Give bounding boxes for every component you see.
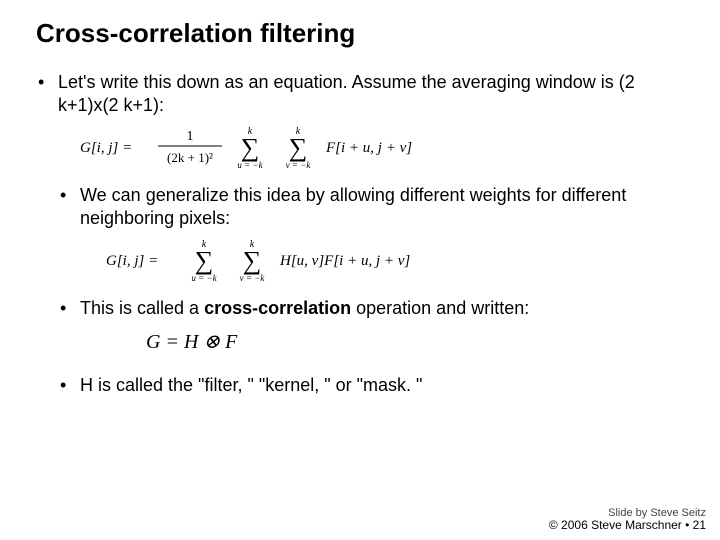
formula-2: G[i, j] = k ∑ u = −k k ∑ v = −k H[u, v]F… [36,237,684,283]
sigma-icon: ∑ [241,133,260,162]
f1-den: (2k + 1)² [167,150,213,165]
bullet-2: • We can generalize this idea by allowin… [58,184,684,231]
bullet-dot: • [36,71,58,118]
footer-credit: Slide by Steve Seitz [549,507,706,519]
f1-sum1-bot: u = −k [237,160,263,170]
f1-num: 1 [187,129,194,144]
bullet-dot: • [58,184,80,231]
f2-rhs: H[u, v]F[i + u, j + v] [279,253,410,269]
bullet-1-text: Let's write this down as an equation. As… [58,71,684,118]
footer-copyright: © 2006 Steve Marschner • 21 [549,519,706,532]
f1-sum2-bot: v = −k [286,160,312,170]
f2-lhs: G[i, j] = [106,253,158,269]
f3-expr: G = H ⊗ F [146,331,238,353]
b3-pre: This is called a [80,298,204,318]
sigma-icon: ∑ [195,246,214,275]
f2-sum1-bot: u = −k [191,273,217,283]
b3-post: operation and written: [351,298,529,318]
sigma-icon: ∑ [289,133,308,162]
f1-rhs: F[i + u, j + v] [325,140,412,156]
sigma-icon: ∑ [243,246,262,275]
bullet-dot: • [58,374,80,397]
b3-bold: cross-correlation [204,298,351,318]
bullet-4-text: H is called the "filter, " "kernel, " or… [80,374,684,397]
f1-lhs: G[i, j] = [80,140,132,156]
bullet-4: • H is called the "filter, " "kernel, " … [58,374,684,397]
formula-1: G[i, j] = 1 (2k + 1)² k ∑ u = −k k ∑ v =… [36,124,684,170]
bullet-2-text: We can generalize this idea by allowing … [80,184,684,231]
f2-sum2-bot: v = −k [240,273,266,283]
page-title: Cross-correlation filtering [36,18,684,49]
slide-footer: Slide by Steve Seitz © 2006 Steve Marsch… [549,507,706,532]
bullet-3: • This is called a cross-correlation ope… [58,297,684,320]
formula-3: G = H ⊗ F [36,326,684,356]
bullet-3-text: This is called a cross-correlation opera… [80,297,684,320]
bullet-dot: • [58,297,80,320]
bullet-1: • Let's write this down as an equation. … [36,71,684,118]
